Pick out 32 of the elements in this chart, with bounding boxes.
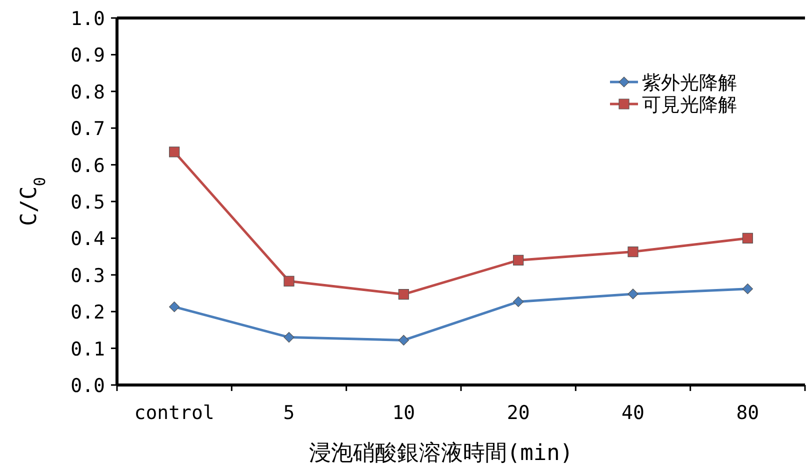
point [628, 246, 638, 258]
legend-label: 紫外光降解 [642, 72, 737, 94]
y-tick-label: 1.0 [70, 8, 105, 30]
y-tick-label: 0.9 [70, 44, 105, 67]
x-tick-label: 10 [392, 402, 416, 424]
point [742, 232, 753, 244]
x-tick-label: 40 [622, 402, 644, 424]
y-tick-label: 0.4 [70, 228, 105, 250]
point [284, 332, 294, 343]
point [628, 288, 638, 300]
point [742, 284, 753, 294]
y-tick-label: 0.6 [70, 154, 105, 177]
legend-label: 可見光降解 [642, 94, 737, 116]
point [513, 254, 524, 266]
point [398, 334, 409, 346]
y-tick-label: 0.2 [70, 302, 105, 324]
point [513, 296, 524, 307]
x-tick-label: 5 [283, 402, 295, 424]
y-tick-label: 0.7 [70, 118, 105, 140]
point [169, 146, 180, 158]
y-tick-label: 0.8 [70, 81, 105, 104]
x-axis-title: 浸泡硝酸銀溶液時間(min) [308, 441, 574, 466]
x-tick-label: 80 [736, 402, 760, 424]
point [284, 276, 294, 286]
y-tick-label: 0.1 [70, 338, 105, 360]
y-tick-label: 0.0 [70, 375, 105, 397]
y-tick-label: 0.3 [70, 264, 105, 287]
x-tick-label: 20 [506, 402, 530, 424]
point [169, 302, 180, 312]
point [398, 289, 409, 300]
x-tick-label: control [134, 402, 214, 424]
y-tick-label: 0.5 [70, 192, 105, 214]
